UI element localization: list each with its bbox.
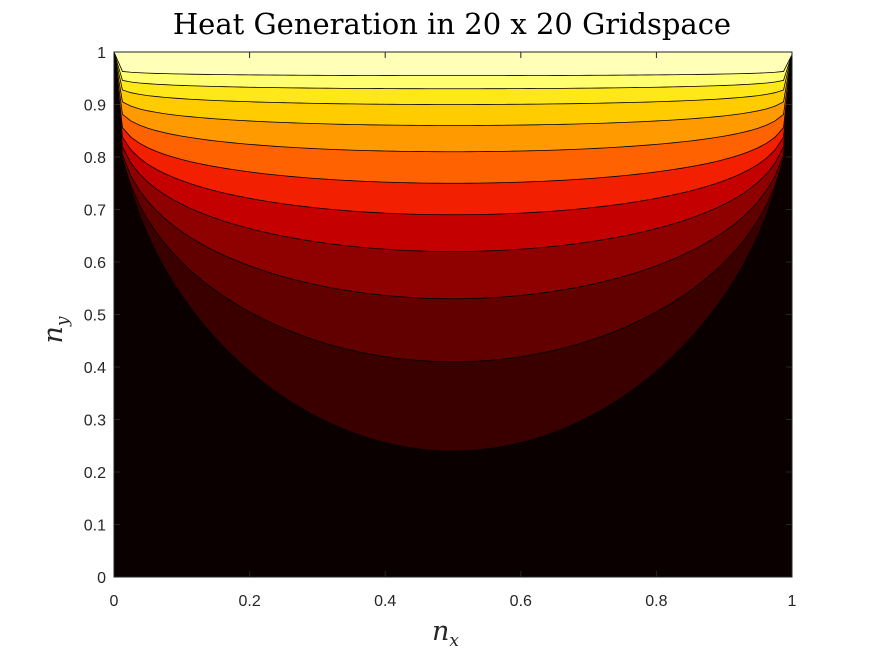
x-tick-label: 1	[788, 593, 797, 610]
y-tick-label: 0.2	[84, 465, 106, 482]
x-tick-label: 0.6	[510, 593, 532, 610]
x-tick-label: 0.4	[374, 593, 396, 610]
x-tick-label: 0.2	[238, 593, 260, 610]
y-axis-label: ny	[38, 316, 73, 343]
chart-title: Heat Generation in 20 x 20 Gridspace	[173, 7, 731, 41]
y-tick-label: 0.6	[84, 255, 106, 272]
contour-level-12	[114, 52, 792, 77]
y-axis-ticks: 0 0.1 0.2 0.3 0.4 0.5 0.6 0.7 0.8 0.9 1	[84, 45, 792, 587]
y-tick-label: 0.4	[84, 360, 106, 377]
y-tick-label: 0.9	[84, 98, 106, 115]
y-tick-label: 0	[97, 570, 106, 587]
y-tick-label: 0.1	[84, 518, 106, 535]
x-axis-label: nx	[432, 616, 459, 651]
y-tick-label: 0.7	[84, 203, 106, 220]
x-axis-label-sub: x	[449, 631, 459, 651]
x-tick-label: 0.8	[645, 593, 667, 610]
y-axis-label-sub: y	[53, 316, 73, 327]
x-axis-ticks: 0 0.2 0.4 0.6 0.8 1	[110, 52, 797, 610]
y-axis-label-base: n	[38, 326, 69, 343]
x-tick-label: 0	[110, 593, 119, 610]
plot-area	[114, 52, 792, 577]
y-tick-label: 0.5	[84, 308, 106, 325]
y-tick-label: 0.8	[84, 150, 106, 167]
y-tick-label: 1	[97, 45, 106, 62]
y-tick-label: 0.3	[84, 413, 106, 430]
x-axis-label-base: n	[432, 616, 449, 647]
